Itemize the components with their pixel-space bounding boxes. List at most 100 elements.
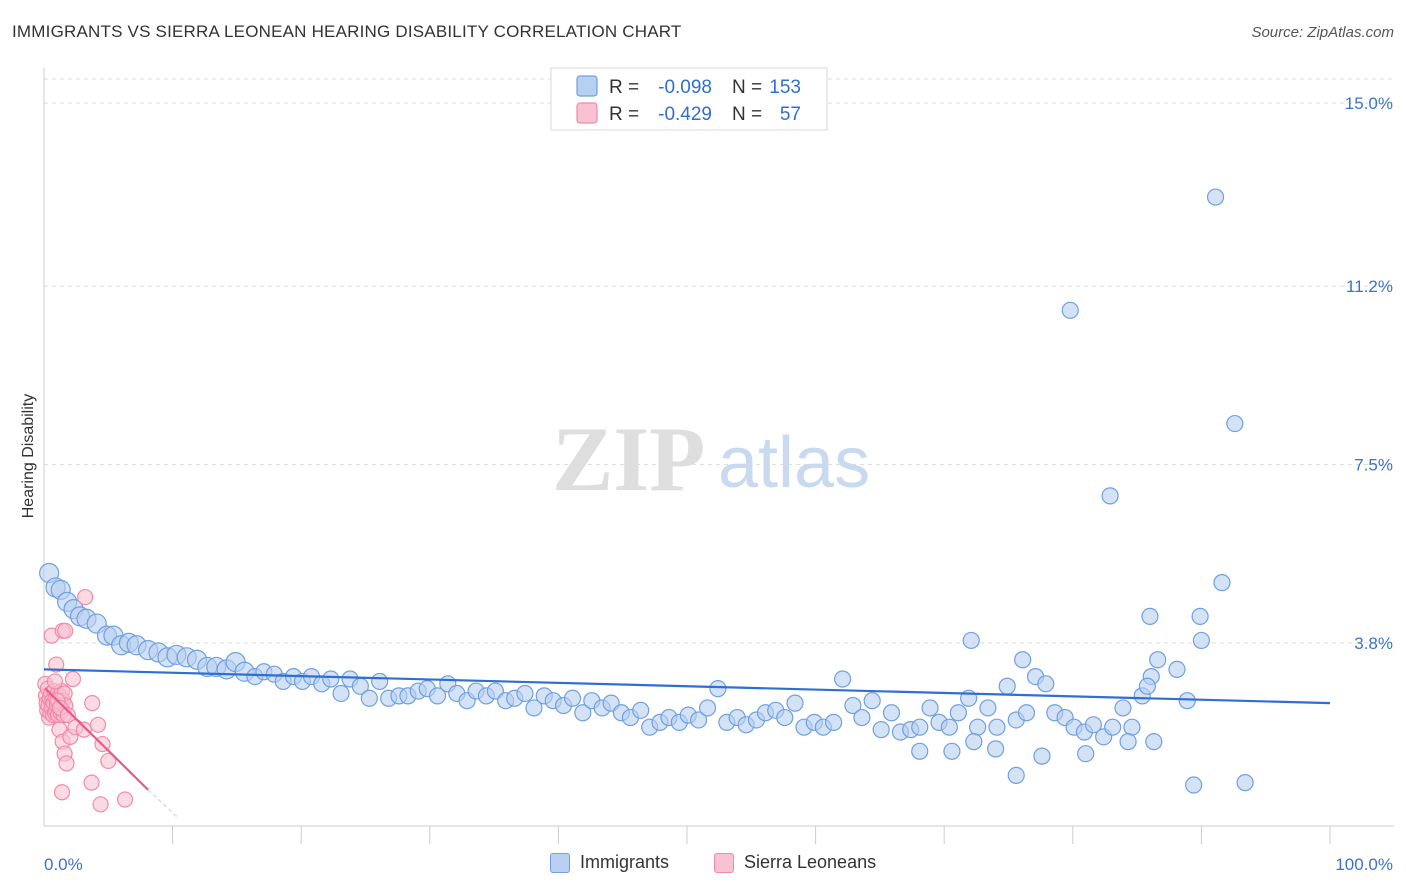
immigrants-point (882, 704, 901, 722)
sierra-leoneans-point (116, 791, 134, 808)
legend-swatch (576, 102, 598, 124)
legend-n-label: N = (732, 104, 762, 125)
y-tick-label: 11.2% (1346, 277, 1393, 296)
sierra-leoneans-point (59, 707, 76, 724)
immigrants-point (1236, 774, 1254, 792)
legend-r-label: R = (609, 77, 639, 98)
immigrants-point (1138, 677, 1156, 695)
sierra-leoneans-point (83, 774, 100, 791)
immigrants-point (322, 670, 340, 688)
legend-immigrants[interactable]: Immigrants (550, 852, 669, 873)
immigrants-point (1077, 745, 1095, 763)
x-tick-labels: 0.0% 100.0% (44, 855, 1393, 874)
sierra-leoneans-point (100, 752, 117, 770)
immigrants-point (1178, 692, 1196, 710)
immigrants-point (786, 694, 804, 712)
watermark-zip: ZIP (552, 408, 705, 510)
immigrants-point (1037, 675, 1055, 693)
immigrants-point (1017, 704, 1036, 722)
legend-immigrants-swatch (550, 852, 570, 873)
immigrants-point (776, 708, 794, 727)
immigrants-point (921, 699, 939, 717)
immigrants-point (1084, 716, 1102, 734)
immigrants-point (689, 711, 708, 729)
immigrants-point (632, 701, 650, 719)
immigrants-point (709, 680, 727, 698)
sierra-leoneans-trend-extension (147, 789, 180, 820)
immigrants-trend-line (43, 668, 1331, 705)
immigrants-point (332, 684, 350, 703)
immigrants-point (979, 699, 997, 717)
immigrants-point (949, 704, 967, 722)
immigrants-point (962, 631, 980, 650)
immigrants-point (998, 677, 1016, 695)
immigrants-points (39, 188, 1254, 794)
immigrants-point (1213, 574, 1231, 592)
immigrants-point (1141, 607, 1159, 625)
immigrants-point (911, 742, 929, 760)
immigrants-point (1104, 718, 1122, 736)
legend-n-value: 57 (780, 104, 801, 125)
source-label: Source: ZipAtlas.com (1251, 24, 1394, 41)
correlation-legend: R = -0.098 N = 153 R = -0.429 N = 57 (550, 67, 828, 131)
sierra-leoneans-point (58, 755, 75, 772)
immigrants-point (1114, 699, 1132, 717)
sierra-leoneans-point (75, 721, 92, 738)
immigrants-point (698, 699, 717, 717)
sierra-leoneans-point (48, 656, 65, 673)
legend-sierra-leoneans-label: Sierra Leoneans (744, 852, 877, 872)
sierra-leoneans-point (77, 588, 94, 606)
immigrants-point (1123, 718, 1141, 736)
immigrants-point (853, 708, 871, 727)
sierra-leoneans-point (64, 670, 82, 688)
immigrants-point (1014, 651, 1032, 669)
immigrants-point (834, 670, 852, 688)
sierra-leoneans-trend-line (44, 687, 149, 791)
watermark: ZIP atlas (552, 408, 870, 510)
x-tick-label-max: 100.0% (1335, 855, 1393, 874)
sierra-leoneans-point (53, 784, 71, 801)
immigrants-point (988, 718, 1006, 736)
immigrants-point (872, 721, 890, 739)
watermark-atlas: atlas (718, 423, 870, 503)
sierra-leoneans-point (46, 673, 64, 690)
immigrants-point (965, 733, 983, 751)
immigrants-point (940, 718, 958, 736)
immigrants-point (1192, 631, 1211, 650)
sierra-leoneans-point (92, 796, 109, 813)
immigrants-point (987, 740, 1005, 758)
legend-immigrants-label: Immigrants (580, 852, 670, 872)
immigrants-point (360, 689, 378, 707)
immigrants-point (1168, 660, 1186, 678)
chart-title: IMMIGRANTS VS SIERRA LEONEAN HEARING DIS… (12, 22, 682, 41)
immigrants-point (516, 684, 534, 703)
legend-sierra-leoneans[interactable]: Sierra Leoneans (714, 852, 876, 873)
immigrants-point (1145, 733, 1163, 751)
legend-r-value: -0.098 (658, 77, 712, 98)
sierra-leoneans-point (84, 695, 101, 712)
immigrants-point (574, 704, 592, 722)
legend-r-value: -0.429 (658, 104, 712, 125)
immigrants-point (844, 696, 862, 715)
immigrants-point (1149, 651, 1167, 669)
immigrants-point (911, 718, 929, 736)
immigrants-point (1033, 747, 1051, 765)
y-tick-label: 7.5% (1354, 456, 1393, 475)
immigrants-point (1191, 607, 1209, 625)
legend-r-label: R = (609, 104, 639, 125)
immigrants-point (1206, 188, 1225, 206)
immigrants-point (371, 672, 389, 691)
immigrants-point (1007, 766, 1025, 784)
immigrants-point (1185, 776, 1203, 794)
legend-swatch (576, 75, 598, 97)
immigrants-point (1101, 487, 1119, 505)
immigrants-point (563, 689, 582, 707)
immigrants-point (969, 718, 987, 736)
y-tick-label: 15.0% (1345, 94, 1393, 113)
immigrants-point (525, 699, 543, 717)
x-tick-label-min: 0.0% (44, 855, 83, 874)
immigrants-point (1119, 733, 1137, 751)
y-tick-labels: 3.8% 7.5% 11.2% 15.0% (1345, 94, 1393, 653)
trend-lines (43, 668, 1331, 820)
